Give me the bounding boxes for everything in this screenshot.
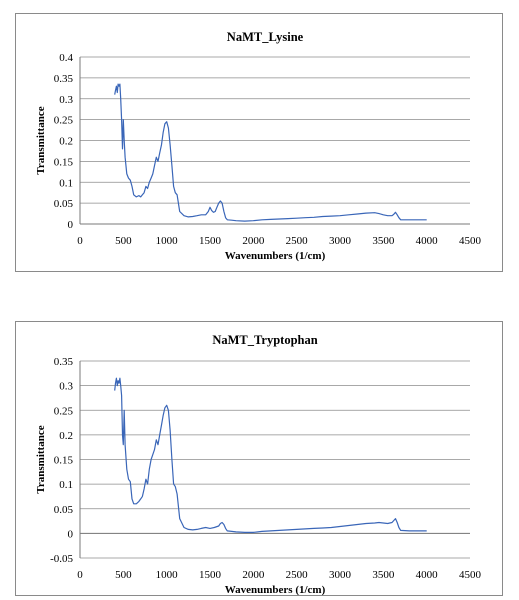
chart-0-x-tick-label: 2000 bbox=[242, 235, 265, 247]
chart-1-y-tick-label: 0.3 bbox=[59, 381, 73, 393]
chart-1-x-tick-label: 3500 bbox=[372, 569, 395, 581]
chart-0-y-tick-label: 0.25 bbox=[54, 115, 74, 127]
chart-1-x-axis-title: Wavenumbers (1/cm) bbox=[225, 584, 326, 596]
chart-0-x-tick-label: 2500 bbox=[286, 235, 309, 247]
chart-1-x-tick-label: 0 bbox=[77, 569, 83, 581]
chart-lysine: NaMT_Lysine 0 0.05 0.1 0.15 0.2 0.25 0.3 0.35 0.4… bbox=[15, 13, 503, 272]
chart-panel-tryptophan: NaMT_Tryptophan -0.05 0 0.05 0.1 0.15 0.2 0.25 0… bbox=[0, 316, 519, 598]
chart-1-y-tick-label: 0.2 bbox=[59, 430, 73, 442]
chart-0-y-tick-label: 0.1 bbox=[59, 177, 73, 189]
chart-0-x-tick-label: 1000 bbox=[156, 235, 179, 247]
chart-1-x-tick-label: 4500 bbox=[459, 569, 482, 581]
chart-1-x-tick-label: 2500 bbox=[286, 569, 309, 581]
chart-panel-lysine: NaMT_Lysine 0 0.05 0.1 0.15 0.2 0.25 0.3 0.35 0.4… bbox=[0, 0, 519, 278]
chart-0-x-tick-label: 1500 bbox=[199, 235, 222, 247]
chart-0-x-tick-label: 500 bbox=[115, 235, 132, 247]
chart-1-y-tick-label: 0.05 bbox=[54, 504, 74, 516]
chart-0-title: NaMT_Lysine bbox=[227, 30, 304, 44]
chart-0-y-tick-label: 0.3 bbox=[59, 94, 73, 106]
chart-0-y-tick-label: 0.05 bbox=[54, 198, 74, 210]
chart-1-y-tick-label: 0.1 bbox=[59, 479, 73, 491]
chart-0-x-tick-label: 3500 bbox=[372, 235, 395, 247]
chart-1-x-tick-label: 1000 bbox=[156, 569, 179, 581]
chart-1-y-tick-label: 0 bbox=[68, 528, 74, 540]
chart-1-x-tick-label: 500 bbox=[115, 569, 132, 581]
chart-0-x-axis-title: Wavenumbers (1/cm) bbox=[225, 250, 326, 262]
chart-tryptophan: NaMT_Tryptophan -0.05 0 0.05 0.1 0.15 0.2 0.25 0… bbox=[15, 321, 503, 596]
chart-0-y-tick-label: 0.4 bbox=[59, 52, 73, 64]
chart-1-y-tick-label: -0.05 bbox=[50, 553, 73, 565]
chart-1-y-axis-title: Transmittance bbox=[35, 425, 47, 493]
chart-1-y-tick-label: 0.35 bbox=[54, 356, 74, 368]
chart-1-series-line bbox=[114, 377, 427, 533]
chart-0-series-line bbox=[114, 83, 427, 222]
chart-0-y-axis-title: Transmittance bbox=[35, 106, 47, 174]
chart-1-frame bbox=[15, 321, 503, 596]
chart-0-x-tick-label: 3000 bbox=[329, 235, 352, 247]
chart-1-x-tick-label: 4000 bbox=[416, 569, 439, 581]
chart-0-x-tick-label: 4000 bbox=[416, 235, 439, 247]
chart-1-x-tick-label: 1500 bbox=[199, 569, 222, 581]
chart-0-x-tick-label: 0 bbox=[77, 235, 83, 247]
chart-1-y-tick-label: 0.25 bbox=[54, 405, 74, 417]
chart-1-y-tick-label: 0.15 bbox=[54, 455, 74, 467]
chart-1-x-tick-label: 3000 bbox=[329, 569, 352, 581]
chart-1-x-tick-label: 2000 bbox=[242, 569, 265, 581]
chart-0-y-tick-label: 0.2 bbox=[59, 136, 73, 148]
chart-0-frame bbox=[15, 13, 503, 272]
chart-1-title: NaMT_Tryptophan bbox=[212, 333, 317, 347]
chart-0-y-tick-label: 0 bbox=[68, 219, 74, 231]
chart-0-y-tick-label: 0.35 bbox=[54, 73, 74, 85]
chart-0-y-tick-label: 0.15 bbox=[54, 156, 74, 168]
chart-0-x-tick-label: 4500 bbox=[459, 235, 482, 247]
